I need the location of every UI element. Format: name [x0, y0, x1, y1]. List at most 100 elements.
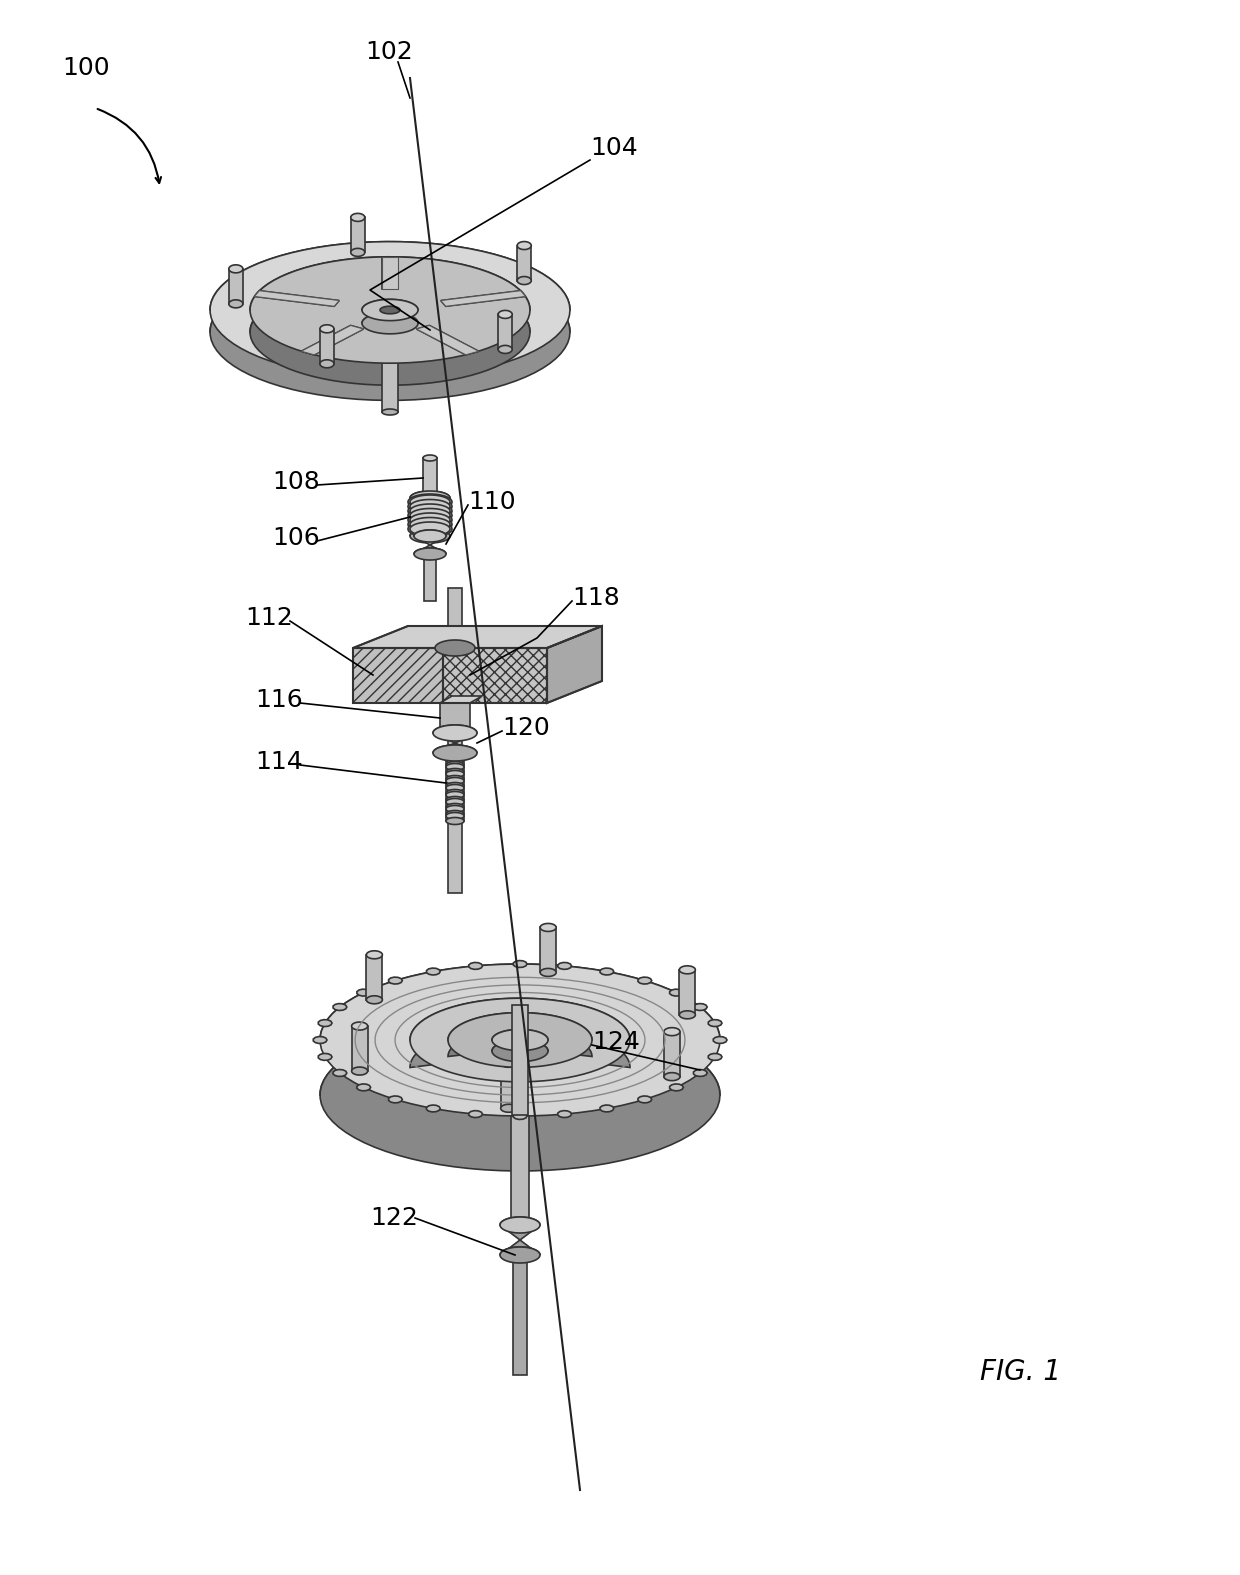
- Polygon shape: [410, 499, 450, 513]
- Polygon shape: [408, 521, 453, 537]
- Polygon shape: [408, 502, 453, 520]
- Polygon shape: [639, 1096, 652, 1102]
- Polygon shape: [414, 548, 446, 561]
- Polygon shape: [446, 788, 464, 792]
- Polygon shape: [250, 257, 529, 364]
- Polygon shape: [500, 1217, 539, 1255]
- Polygon shape: [410, 504, 450, 518]
- Polygon shape: [448, 1013, 591, 1068]
- Polygon shape: [423, 455, 436, 461]
- Polygon shape: [639, 976, 652, 984]
- Text: 116: 116: [255, 688, 303, 712]
- Polygon shape: [408, 512, 453, 528]
- Polygon shape: [680, 1011, 696, 1019]
- Text: 102: 102: [365, 39, 413, 65]
- Polygon shape: [492, 1030, 548, 1051]
- Polygon shape: [541, 928, 557, 972]
- Polygon shape: [388, 1096, 402, 1102]
- Polygon shape: [382, 257, 398, 288]
- Polygon shape: [446, 813, 464, 819]
- Text: FIG. 1: FIG. 1: [980, 1358, 1061, 1386]
- Polygon shape: [362, 299, 418, 321]
- Polygon shape: [708, 1054, 722, 1060]
- Polygon shape: [319, 1019, 332, 1027]
- Polygon shape: [320, 329, 334, 364]
- Polygon shape: [446, 797, 464, 803]
- Polygon shape: [492, 1030, 548, 1051]
- Polygon shape: [512, 1005, 528, 1115]
- Polygon shape: [414, 531, 446, 542]
- Polygon shape: [388, 976, 402, 984]
- Polygon shape: [501, 1063, 517, 1109]
- Text: 100: 100: [62, 57, 109, 80]
- Polygon shape: [320, 964, 720, 1117]
- Polygon shape: [517, 277, 531, 285]
- Polygon shape: [446, 761, 464, 769]
- Polygon shape: [334, 1003, 347, 1011]
- Polygon shape: [492, 1041, 548, 1062]
- Polygon shape: [500, 1217, 539, 1233]
- Polygon shape: [366, 954, 382, 1000]
- Polygon shape: [410, 529, 450, 543]
- Polygon shape: [541, 923, 557, 931]
- Polygon shape: [446, 783, 464, 789]
- Polygon shape: [427, 1106, 440, 1112]
- Polygon shape: [547, 625, 601, 702]
- Polygon shape: [433, 745, 477, 761]
- Text: 106: 106: [272, 526, 320, 550]
- Polygon shape: [382, 257, 398, 288]
- Polygon shape: [663, 1032, 680, 1077]
- Polygon shape: [352, 1022, 367, 1030]
- Polygon shape: [498, 315, 512, 350]
- Polygon shape: [229, 269, 243, 304]
- Polygon shape: [446, 775, 464, 783]
- Polygon shape: [320, 359, 334, 369]
- Polygon shape: [427, 969, 440, 975]
- Polygon shape: [210, 263, 570, 400]
- Polygon shape: [558, 962, 572, 969]
- Text: 122: 122: [370, 1206, 418, 1230]
- Polygon shape: [446, 816, 464, 821]
- Polygon shape: [410, 495, 450, 509]
- Polygon shape: [417, 326, 479, 354]
- Polygon shape: [508, 1035, 532, 1044]
- Polygon shape: [513, 961, 527, 967]
- Polygon shape: [410, 999, 630, 1082]
- Polygon shape: [433, 724, 477, 740]
- Polygon shape: [362, 299, 418, 323]
- Polygon shape: [600, 1106, 614, 1112]
- Text: 120: 120: [502, 717, 549, 740]
- Polygon shape: [600, 969, 614, 975]
- Polygon shape: [498, 345, 512, 353]
- Polygon shape: [446, 810, 464, 814]
- Polygon shape: [410, 513, 450, 528]
- Polygon shape: [320, 964, 720, 1095]
- Polygon shape: [498, 310, 512, 318]
- Polygon shape: [446, 753, 464, 758]
- Text: 114: 114: [255, 750, 303, 773]
- Polygon shape: [440, 702, 470, 732]
- Polygon shape: [446, 789, 464, 797]
- Polygon shape: [446, 803, 464, 811]
- Polygon shape: [446, 769, 464, 775]
- Polygon shape: [352, 1066, 367, 1076]
- Polygon shape: [446, 792, 464, 799]
- Polygon shape: [362, 312, 418, 334]
- Polygon shape: [440, 291, 526, 306]
- Polygon shape: [408, 507, 453, 523]
- Polygon shape: [708, 1019, 722, 1027]
- Polygon shape: [446, 770, 464, 778]
- Polygon shape: [680, 970, 696, 1014]
- Polygon shape: [382, 332, 398, 413]
- Polygon shape: [448, 587, 463, 783]
- Text: 110: 110: [467, 490, 516, 513]
- Polygon shape: [446, 778, 464, 784]
- Polygon shape: [254, 291, 340, 306]
- Polygon shape: [351, 217, 365, 252]
- Polygon shape: [210, 241, 570, 332]
- Polygon shape: [469, 1110, 482, 1118]
- Polygon shape: [446, 784, 464, 792]
- Polygon shape: [408, 499, 453, 515]
- Polygon shape: [357, 989, 371, 995]
- Polygon shape: [366, 995, 382, 1003]
